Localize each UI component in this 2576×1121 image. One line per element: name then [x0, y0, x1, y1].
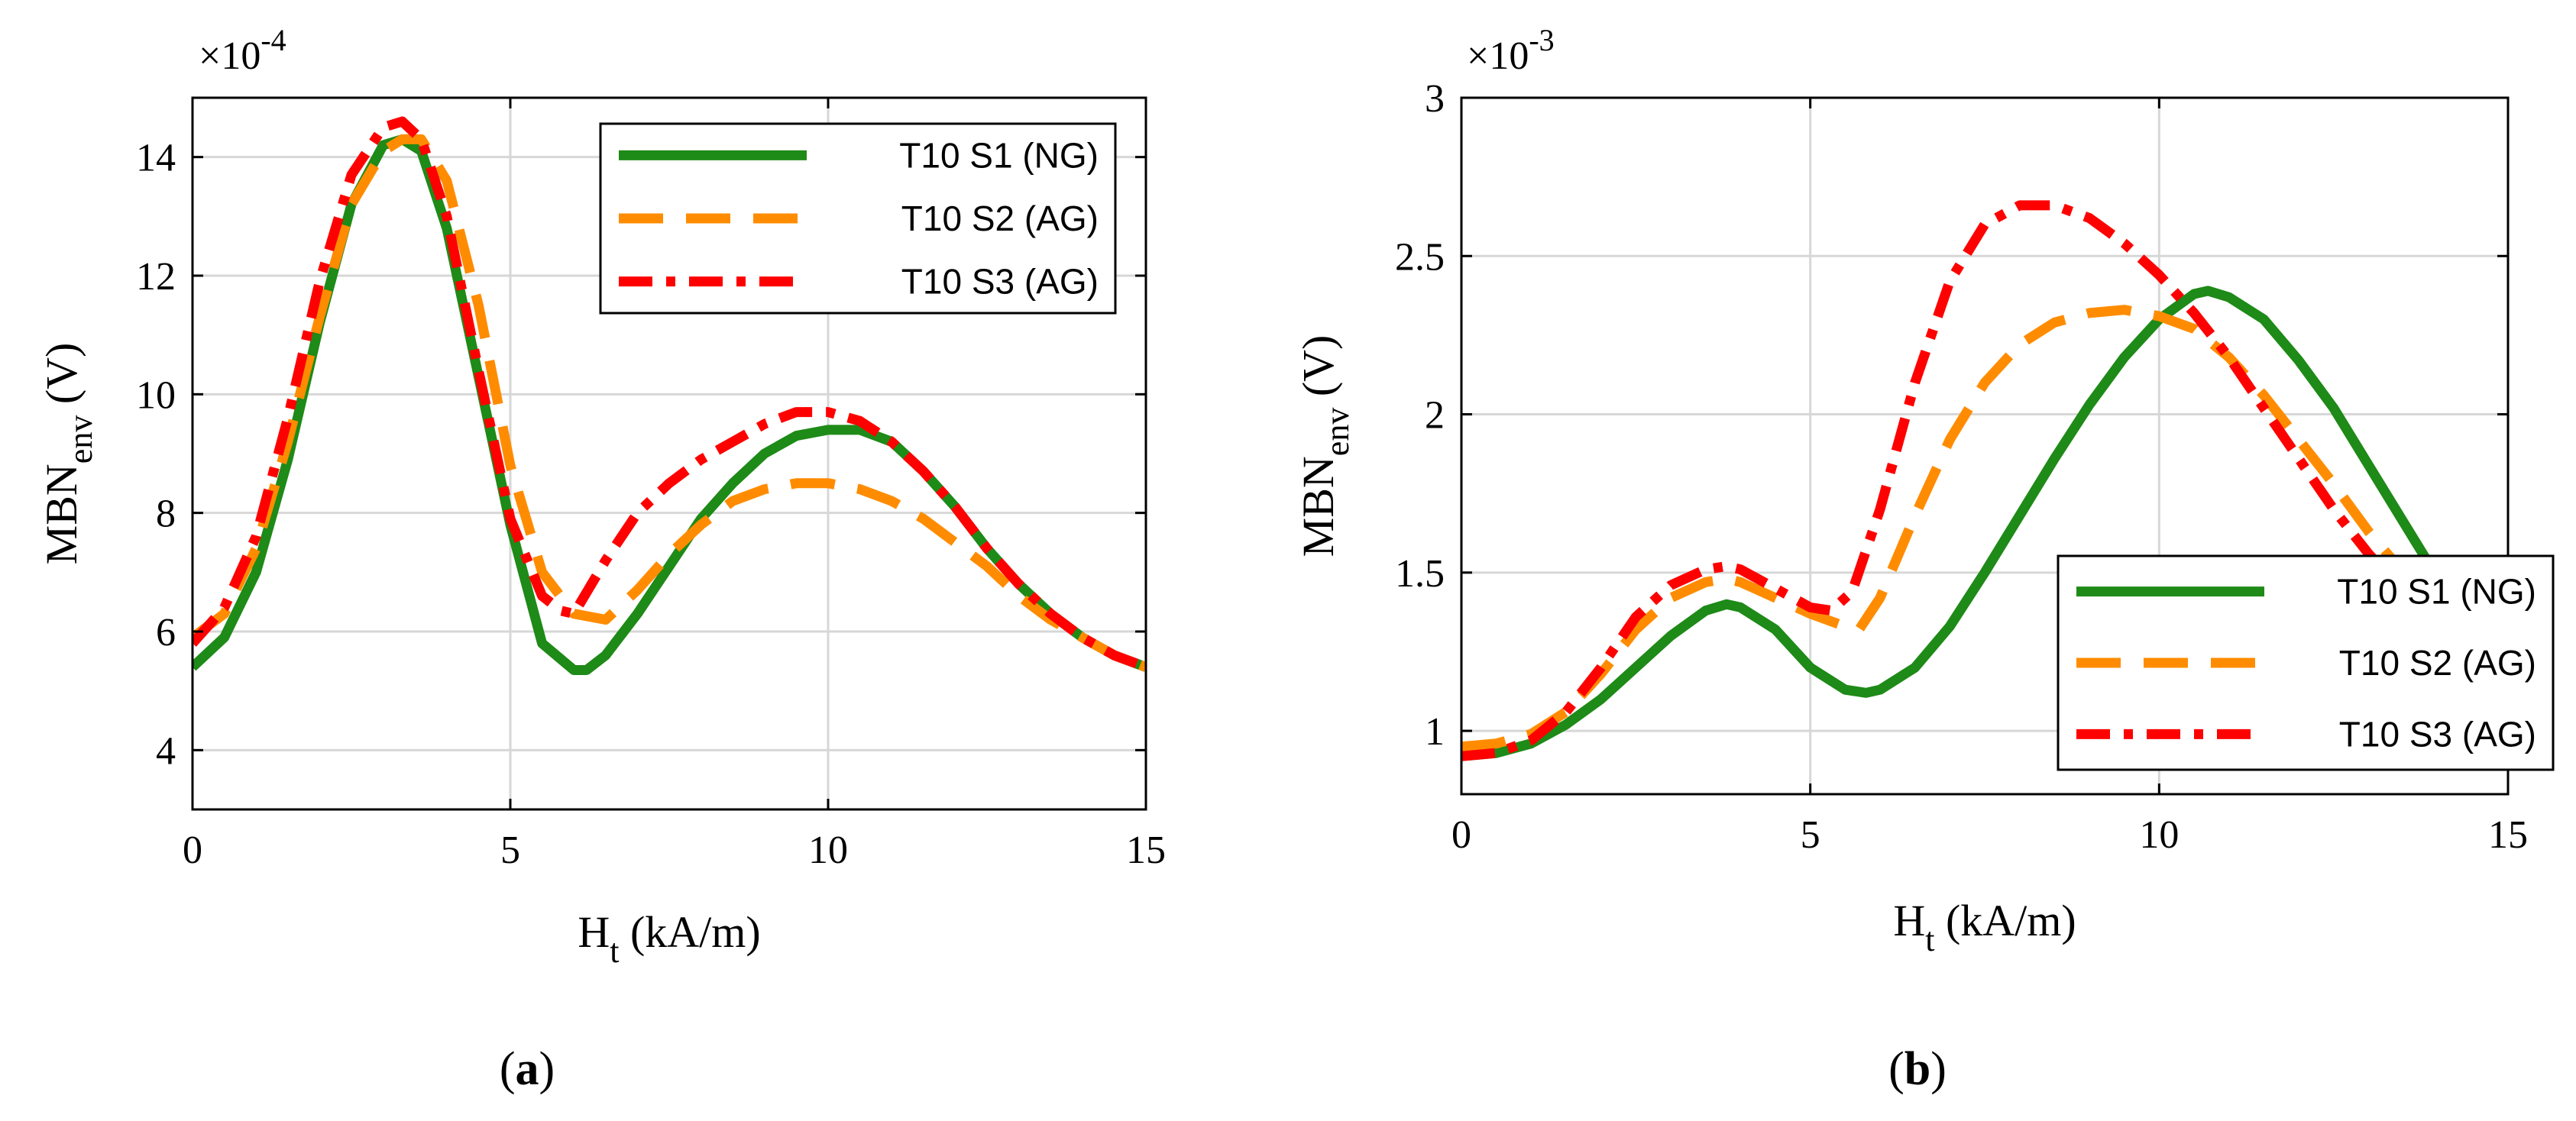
y-tick-label: 3 [1425, 77, 1445, 121]
legend-label: T10 S2 (AG) [901, 199, 1099, 238]
x-tick-label: 15 [2488, 813, 2528, 857]
x-label-sub: t [610, 932, 619, 970]
chart-panel-a: 0 5 10 15 4 6 8 10 12 14 ×10-4 Ht (kA/m) MBNenv (V) T… [37, 23, 1166, 970]
axis-exponent: ×10-4 [199, 23, 286, 78]
y-tick-label: 4 [156, 729, 176, 773]
x-label-sub: t [1925, 921, 1934, 958]
x-label-rest: (kA/m) [1934, 896, 2076, 945]
axis-exponent: ×10-3 [1467, 23, 1555, 78]
exponent-power: -3 [1529, 23, 1554, 57]
x-tick-label: 0 [183, 829, 202, 872]
exponent-base: ×10 [1467, 34, 1529, 78]
caption-a-open: ( [500, 1043, 516, 1095]
x-axis-label: Ht (kA/m) [578, 907, 760, 970]
caption-a-letter: a [516, 1043, 539, 1095]
legend-label: T10 S3 (AG) [2339, 714, 2536, 754]
legend: T10 S1 (NG) T10 S2 (AG) T10 S3 (AG) [2057, 554, 2555, 771]
y-axis-label: MBNenv (V) [37, 343, 99, 565]
y-label-rest: (V) [37, 343, 86, 415]
x-label-main: H [578, 907, 610, 957]
y-tick-label: 14 [136, 137, 176, 180]
y-tick-label: 6 [156, 611, 176, 654]
legend: T10 S1 (NG) T10 S2 (AG) T10 S3 (AG) [599, 122, 1117, 315]
caption-a: (a) [500, 1043, 555, 1095]
y-tick-label: 10 [136, 373, 176, 417]
x-tick-label: 10 [2139, 813, 2179, 857]
y-label-sub: env [62, 415, 99, 464]
series-line-ng [1461, 286, 2443, 761]
x-tick-label: 5 [1801, 813, 1820, 857]
chart-panel-b: 0 5 10 15 1 1.5 2 2.5 3 ×10-3 Ht (kA/m) MBNenv (V) T… [1293, 23, 2555, 958]
axes-box [191, 96, 1147, 811]
x-label-main: H [1893, 896, 1925, 945]
caption-b-letter: b [1904, 1043, 1930, 1095]
series-line-ag3 [193, 116, 1146, 672]
legend-label: T10 S3 (AG) [901, 262, 1099, 302]
caption-a-close: ) [539, 1043, 555, 1095]
exponent-base: ×10 [199, 34, 261, 78]
y-label-main: MBN [37, 464, 86, 564]
x-tick-label: 5 [500, 829, 520, 872]
y-label-main: MBN [1293, 456, 1343, 557]
axes-box [1460, 96, 2510, 796]
series-line-ag2 [193, 134, 1146, 672]
legend-label: T10 S2 (AG) [2339, 643, 2536, 683]
x-axis-label: Ht (kA/m) [1893, 896, 2076, 958]
legend-label: T10 S1 (NG) [899, 135, 1099, 175]
y-axis-label: MBNenv (V) [1293, 335, 1356, 557]
legend-label: T10 S1 (NG) [2337, 572, 2536, 612]
y-tick-label: 1.5 [1395, 552, 1445, 596]
exponent-power: -4 [261, 23, 286, 57]
x-label-rest: (kA/m) [619, 907, 760, 957]
caption-b: (b) [1888, 1043, 1947, 1095]
x-tick-label: 10 [808, 829, 848, 872]
caption-b-close: ) [1930, 1043, 1947, 1095]
x-tick-label: 15 [1126, 829, 1166, 872]
y-tick-label: 1 [1425, 710, 1445, 754]
caption-b-open: ( [1888, 1043, 1904, 1095]
y-tick-label: 2 [1425, 394, 1445, 438]
y-tick-label: 12 [136, 255, 176, 299]
y-tick-label: 8 [156, 493, 176, 536]
x-tick-label: 0 [1451, 813, 1471, 857]
y-label-rest: (V) [1293, 335, 1343, 408]
y-label-sub: env [1319, 408, 1356, 457]
y-tick-label: 2.5 [1395, 235, 1445, 279]
series-line-ag3 [1461, 200, 2407, 761]
